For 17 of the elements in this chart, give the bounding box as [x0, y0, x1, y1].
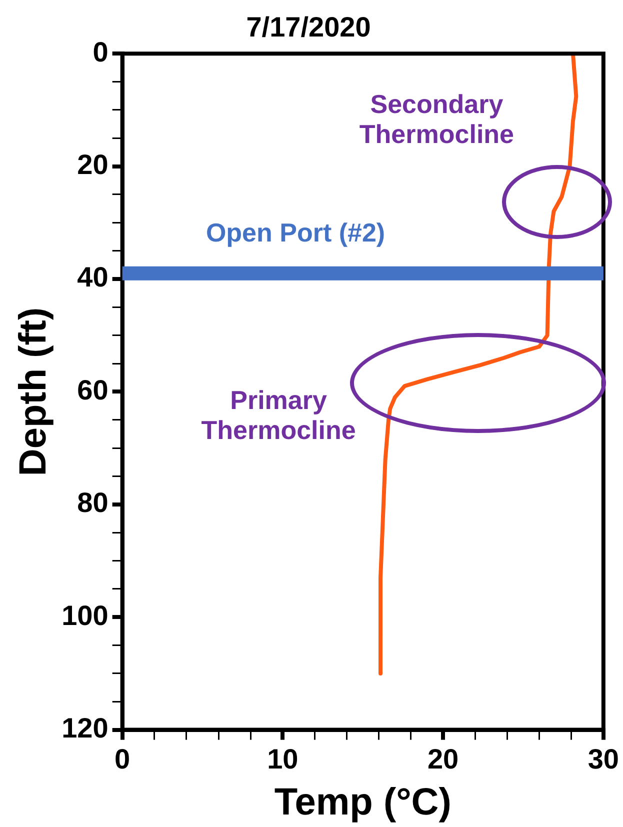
chart-title: 7/17/2020 [246, 12, 371, 43]
y-tick-label: 0 [92, 36, 108, 68]
y-axis-title: Depth (ft) [12, 307, 54, 476]
y-tick-label: 60 [77, 374, 108, 406]
y-tick-label: 100 [62, 600, 108, 631]
x-tick-label: 0 [114, 743, 130, 774]
x-tick-label: 30 [588, 743, 620, 774]
y-tick-label: 120 [62, 712, 108, 744]
y-tick-label: 40 [77, 262, 108, 293]
ref-line-label: Open Port (#2) [206, 218, 386, 248]
y-tick-label: 80 [77, 487, 108, 518]
x-tick-label: 20 [427, 743, 459, 774]
x-axis-title: Temp (°C) [274, 782, 452, 824]
annotation: Secondary Thermocline [358, 88, 516, 149]
y-tick-label: 20 [77, 149, 108, 180]
x-tick-label: 10 [267, 743, 298, 774]
annotation: Primary Thermocline [200, 384, 357, 445]
